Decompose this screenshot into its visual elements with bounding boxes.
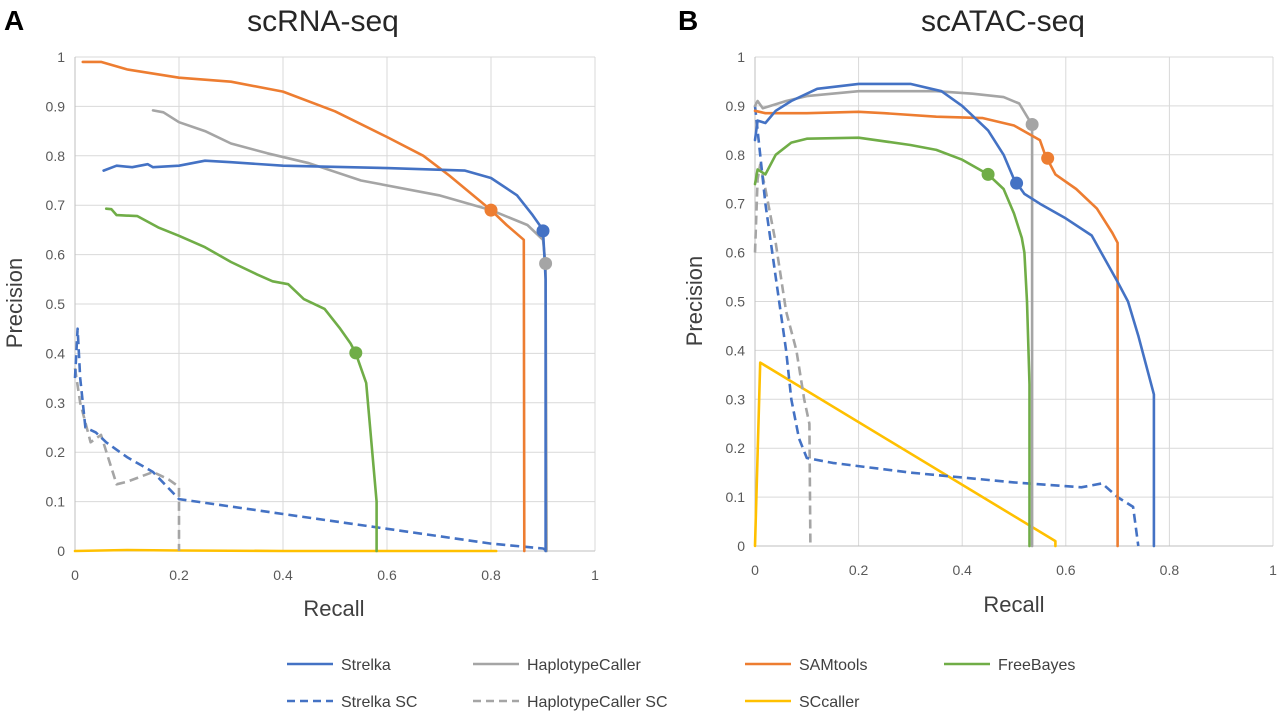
panel-a-plot: 0 0.1 0.2 0.3 0.4 0.5 0.6 0.7 0.8 0.9 1 0 0.2 0.4 0.6 0…	[46, 49, 600, 583]
panel-b-ylabel: Precision	[682, 256, 707, 346]
panel-b-ytick-label: 0.9	[726, 98, 746, 114]
legend-label-haplotypecaller: HaplotypeCaller	[527, 657, 642, 674]
panel-a-series-haplotypecaller-sc	[73, 368, 181, 551]
panel-b-series-freebayes	[753, 136, 1031, 548]
panel-b-ytick-label: 0.1	[726, 489, 746, 505]
panel-a-series-sccaller	[73, 548, 498, 553]
panel-a-ytick-label: 0.1	[46, 494, 66, 510]
legend: Strelka HaplotypeCaller SAMtools FreeBayes S…	[287, 657, 1075, 711]
panel-b-series-haplotypecaller	[753, 89, 1034, 548]
panel-a-xlabel: Recall	[303, 596, 364, 621]
panel-a-xtick-label: 0.8	[481, 567, 501, 583]
panel-a-ytick-label: 0.4	[46, 345, 66, 361]
panel-b-series-haplotypecaller-sc	[753, 163, 812, 547]
panel-b-title: scATAC-seq	[921, 5, 1085, 38]
panel-b-ytick-label: 0.2	[726, 440, 746, 456]
panel-b-ytick-label: 0.3	[726, 391, 746, 407]
panel-b-series-strelka-sc	[753, 105, 1140, 547]
panel-a-series-strelka	[102, 159, 547, 553]
panel-b-xtick-label: 0	[751, 562, 759, 578]
panel-b-xtick-label: 0.6	[1056, 562, 1076, 578]
panel-a-xtick-label: 0.6	[377, 567, 397, 583]
panel-b-xtick-label: 0.2	[849, 562, 869, 578]
panel-b-xlabel: Recall	[983, 592, 1044, 617]
panel-a-marker-freebayes	[349, 346, 363, 360]
panel-a-title: scRNA-seq	[247, 5, 399, 38]
panel-a-ytick-label: 0.3	[46, 395, 66, 411]
legend-label-sccaller: SCcaller	[799, 694, 860, 711]
panel-b-ytick-label: 0.5	[726, 294, 746, 310]
panel-b-series-strelka	[753, 82, 1156, 548]
panel-b-ytick-label: 0.8	[726, 147, 746, 163]
panel-a-xtick-label: 0.4	[273, 567, 293, 583]
panel-a-letter: A	[4, 5, 24, 36]
legend-label-strelka-sc: Strelka SC	[341, 694, 417, 711]
panel-b-series-samtools	[753, 109, 1119, 548]
panel-b-ytick-label: 0.6	[726, 245, 746, 261]
panel-b-marker-freebayes	[981, 167, 995, 181]
panel-b-ytick-label: 1	[737, 49, 745, 65]
panel-b-ytick-label: 0	[737, 538, 745, 554]
panel-a-ytick-label: 0.2	[46, 444, 66, 460]
panel-a-series-freebayes	[104, 207, 378, 553]
panel-a-series-strelka-sc	[73, 327, 549, 553]
panel-b-marker-haplotypecaller	[1025, 117, 1039, 131]
panel-b-series-sccaller	[753, 361, 1057, 548]
panel-a-series-samtools	[81, 60, 526, 553]
panel-a-ytick-label: 0.6	[46, 247, 66, 263]
panel-b-ytick-label: 0.7	[726, 196, 746, 212]
panel-b-marker-strelka	[1010, 176, 1024, 190]
panel-b-letter: B	[678, 5, 698, 36]
panel-b-ytick-label: 0.4	[726, 342, 746, 358]
panel-b-plot: 0 0.1 0.2 0.3 0.4 0.5 0.6 0.7 0.8 0.9 1 0 0.2 0.4 0.6 0…	[726, 49, 1278, 578]
panel-b-marker-samtools	[1041, 151, 1055, 165]
panel-b-xtick-label: 0.8	[1160, 562, 1180, 578]
panel-a-ytick-label: 0.7	[46, 197, 66, 213]
panel-a-ytick-label: 0	[57, 543, 65, 559]
panel-a-marker-haplotypecaller	[539, 256, 553, 270]
legend-label-freebayes: FreeBayes	[998, 657, 1075, 674]
panel-a-ytick-label: 0.5	[46, 296, 66, 312]
panel-b-xtick-label: 1	[1269, 562, 1277, 578]
panel-a-ytick-label: 1	[57, 49, 65, 65]
panel-b-xtick-label: 0.4	[952, 562, 972, 578]
panel-a-ylabel: Precision	[2, 258, 27, 348]
panel-a-ytick-label: 0.9	[46, 98, 66, 114]
legend-label-strelka: Strelka	[341, 657, 391, 674]
legend-label-samtools: SAMtools	[799, 657, 867, 674]
panel-a-marker-strelka	[536, 224, 550, 238]
legend-label-haplotypecaller-sc: HaplotypeCaller SC	[527, 694, 668, 711]
panel-a-xtick-label: 0	[71, 567, 79, 583]
panel-a-series-haplotypecaller	[151, 109, 548, 553]
panel-a-xtick-label: 1	[591, 567, 599, 583]
panel-a-xtick-label: 0.2	[169, 567, 189, 583]
panel-a-ytick-label: 0.8	[46, 148, 66, 164]
panel-a-marker-samtools	[484, 203, 498, 217]
